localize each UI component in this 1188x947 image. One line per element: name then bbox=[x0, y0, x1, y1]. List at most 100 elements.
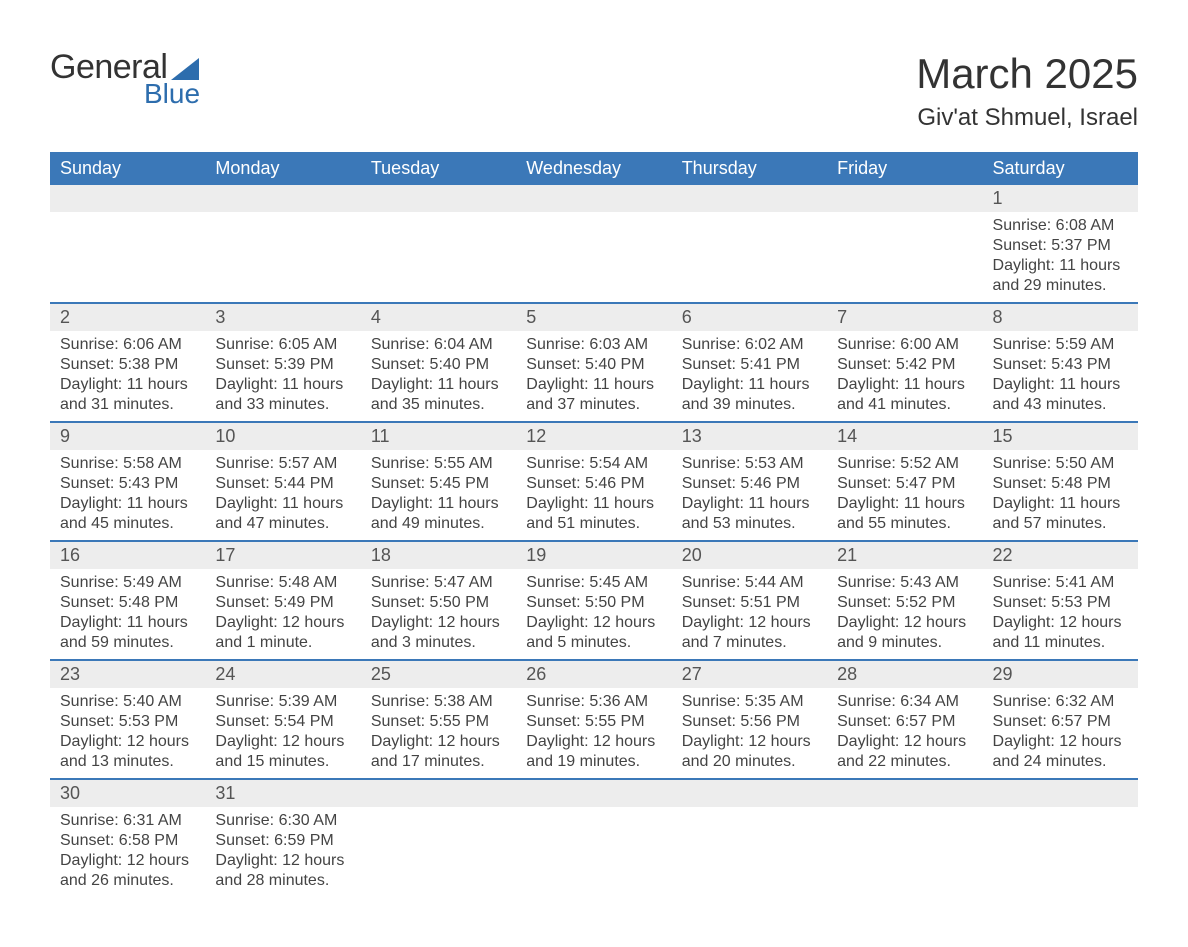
day-d2: and 51 minutes. bbox=[526, 514, 661, 534]
day-d2: and 20 minutes. bbox=[682, 752, 817, 772]
day-ss: Sunset: 5:38 PM bbox=[60, 355, 195, 375]
day-d1: Daylight: 11 hours bbox=[60, 613, 195, 633]
day-sr: Sunrise: 6:34 AM bbox=[837, 692, 972, 712]
day-d2: and 57 minutes. bbox=[993, 514, 1128, 534]
day-d2: and 53 minutes. bbox=[682, 514, 817, 534]
day-d2: and 3 minutes. bbox=[371, 633, 506, 653]
day-number-cell: 31 bbox=[205, 779, 360, 807]
day-data-cell: Sunrise: 5:36 AMSunset: 5:55 PMDaylight:… bbox=[516, 688, 671, 779]
day-number-cell: 26 bbox=[516, 660, 671, 688]
day-data-cell bbox=[672, 807, 827, 897]
day-data-cell: Sunrise: 6:03 AMSunset: 5:40 PMDaylight:… bbox=[516, 331, 671, 422]
day-data-row: Sunrise: 6:06 AMSunset: 5:38 PMDaylight:… bbox=[50, 331, 1138, 422]
day-sr: Sunrise: 5:54 AM bbox=[526, 454, 661, 474]
day-ss: Sunset: 6:58 PM bbox=[60, 831, 195, 851]
day-ss: Sunset: 5:43 PM bbox=[993, 355, 1128, 375]
day-number-cell: 5 bbox=[516, 303, 671, 331]
day-data-cell: Sunrise: 5:55 AMSunset: 5:45 PMDaylight:… bbox=[361, 450, 516, 541]
day-d1: Daylight: 11 hours bbox=[371, 494, 506, 514]
day-data-cell: Sunrise: 5:40 AMSunset: 5:53 PMDaylight:… bbox=[50, 688, 205, 779]
day-number-cell bbox=[827, 779, 982, 807]
day-d1: Daylight: 12 hours bbox=[215, 732, 350, 752]
day-data-cell: Sunrise: 5:35 AMSunset: 5:56 PMDaylight:… bbox=[672, 688, 827, 779]
day-number-cell bbox=[672, 185, 827, 212]
day-d1: Daylight: 12 hours bbox=[215, 851, 350, 871]
day-ss: Sunset: 5:39 PM bbox=[215, 355, 350, 375]
day-d1: Daylight: 11 hours bbox=[993, 375, 1128, 395]
day-number-cell: 27 bbox=[672, 660, 827, 688]
weekday-header: Sunday bbox=[50, 152, 205, 185]
day-number-cell bbox=[50, 185, 205, 212]
day-d1: Daylight: 12 hours bbox=[993, 613, 1128, 633]
day-number-cell: 6 bbox=[672, 303, 827, 331]
day-number-cell: 8 bbox=[983, 303, 1138, 331]
day-ss: Sunset: 5:37 PM bbox=[993, 236, 1128, 256]
day-sr: Sunrise: 5:59 AM bbox=[993, 335, 1128, 355]
day-data-cell bbox=[827, 807, 982, 897]
day-d2: and 13 minutes. bbox=[60, 752, 195, 772]
page-header: General Blue March 2025 Giv'at Shmuel, I… bbox=[50, 50, 1138, 132]
day-sr: Sunrise: 5:41 AM bbox=[993, 573, 1128, 593]
day-data-cell: Sunrise: 6:34 AMSunset: 6:57 PMDaylight:… bbox=[827, 688, 982, 779]
day-data-cell: Sunrise: 6:06 AMSunset: 5:38 PMDaylight:… bbox=[50, 331, 205, 422]
day-d1: Daylight: 12 hours bbox=[371, 732, 506, 752]
day-d2: and 41 minutes. bbox=[837, 395, 972, 415]
calendar-body: 1Sunrise: 6:08 AMSunset: 5:37 PMDaylight… bbox=[50, 185, 1138, 897]
day-sr: Sunrise: 5:53 AM bbox=[682, 454, 817, 474]
day-d2: and 15 minutes. bbox=[215, 752, 350, 772]
weekday-header: Wednesday bbox=[516, 152, 671, 185]
day-ss: Sunset: 5:40 PM bbox=[371, 355, 506, 375]
day-d1: Daylight: 11 hours bbox=[526, 494, 661, 514]
day-number-cell: 14 bbox=[827, 422, 982, 450]
day-d1: Daylight: 11 hours bbox=[60, 494, 195, 514]
day-ss: Sunset: 5:55 PM bbox=[526, 712, 661, 732]
day-number-cell: 11 bbox=[361, 422, 516, 450]
day-d2: and 45 minutes. bbox=[60, 514, 195, 534]
day-number-cell: 23 bbox=[50, 660, 205, 688]
day-number-cell: 13 bbox=[672, 422, 827, 450]
day-ss: Sunset: 6:59 PM bbox=[215, 831, 350, 851]
day-sr: Sunrise: 5:39 AM bbox=[215, 692, 350, 712]
day-number-cell bbox=[361, 779, 516, 807]
day-sr: Sunrise: 6:05 AM bbox=[215, 335, 350, 355]
day-number-cell: 3 bbox=[205, 303, 360, 331]
day-ss: Sunset: 5:48 PM bbox=[993, 474, 1128, 494]
day-sr: Sunrise: 6:31 AM bbox=[60, 811, 195, 831]
day-data-cell: Sunrise: 5:53 AMSunset: 5:46 PMDaylight:… bbox=[672, 450, 827, 541]
weekday-header: Monday bbox=[205, 152, 360, 185]
title-block: March 2025 Giv'at Shmuel, Israel bbox=[916, 50, 1138, 132]
day-d2: and 11 minutes. bbox=[993, 633, 1128, 653]
logo: General Blue bbox=[50, 50, 200, 108]
day-sr: Sunrise: 5:47 AM bbox=[371, 573, 506, 593]
day-sr: Sunrise: 5:38 AM bbox=[371, 692, 506, 712]
day-data-cell: Sunrise: 6:30 AMSunset: 6:59 PMDaylight:… bbox=[205, 807, 360, 897]
day-d2: and 59 minutes. bbox=[60, 633, 195, 653]
day-ss: Sunset: 5:46 PM bbox=[526, 474, 661, 494]
day-number-cell: 1 bbox=[983, 185, 1138, 212]
day-number-cell: 25 bbox=[361, 660, 516, 688]
day-sr: Sunrise: 5:52 AM bbox=[837, 454, 972, 474]
day-d1: Daylight: 11 hours bbox=[60, 375, 195, 395]
weekday-header: Friday bbox=[827, 152, 982, 185]
day-data-cell: Sunrise: 5:43 AMSunset: 5:52 PMDaylight:… bbox=[827, 569, 982, 660]
day-data-cell: Sunrise: 5:59 AMSunset: 5:43 PMDaylight:… bbox=[983, 331, 1138, 422]
day-d2: and 29 minutes. bbox=[993, 276, 1128, 296]
day-d2: and 33 minutes. bbox=[215, 395, 350, 415]
day-data-cell: Sunrise: 5:41 AMSunset: 5:53 PMDaylight:… bbox=[983, 569, 1138, 660]
day-d1: Daylight: 12 hours bbox=[526, 732, 661, 752]
logo-triangle-icon bbox=[171, 58, 199, 80]
day-sr: Sunrise: 6:06 AM bbox=[60, 335, 195, 355]
day-ss: Sunset: 5:53 PM bbox=[993, 593, 1128, 613]
weekday-header: Thursday bbox=[672, 152, 827, 185]
day-data-row: Sunrise: 5:49 AMSunset: 5:48 PMDaylight:… bbox=[50, 569, 1138, 660]
day-d2: and 22 minutes. bbox=[837, 752, 972, 772]
day-ss: Sunset: 5:45 PM bbox=[371, 474, 506, 494]
day-data-cell bbox=[516, 212, 671, 303]
day-number-cell: 16 bbox=[50, 541, 205, 569]
day-data-cell: Sunrise: 5:47 AMSunset: 5:50 PMDaylight:… bbox=[361, 569, 516, 660]
day-number-cell bbox=[516, 779, 671, 807]
location-label: Giv'at Shmuel, Israel bbox=[916, 104, 1138, 132]
day-number-row: 3031 bbox=[50, 779, 1138, 807]
day-number-row: 9101112131415 bbox=[50, 422, 1138, 450]
day-number-cell bbox=[205, 185, 360, 212]
